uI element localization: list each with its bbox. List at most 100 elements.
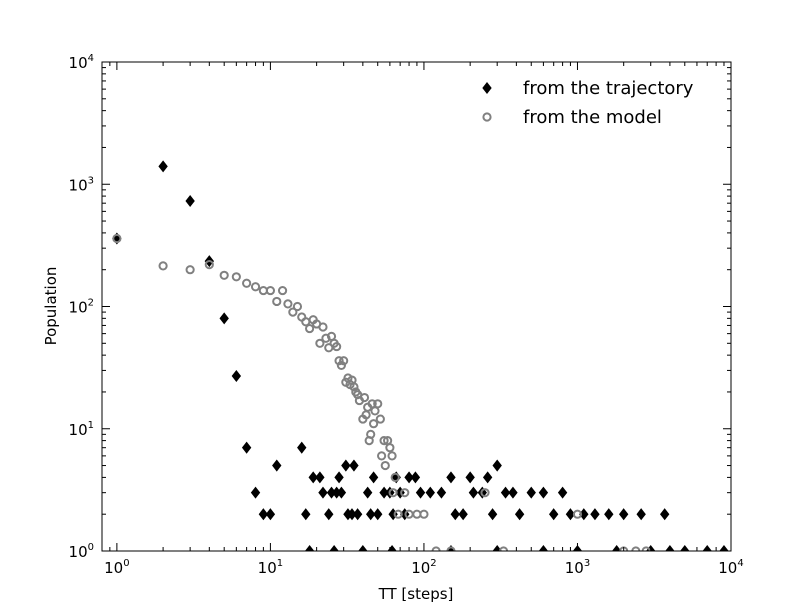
data-point [250, 486, 261, 499]
data-point [631, 546, 641, 551]
y-tick-label: 100 [69, 542, 94, 561]
data-point [508, 486, 518, 499]
data-point [492, 459, 502, 472]
data-point [250, 282, 261, 292]
data-point [288, 307, 298, 317]
y-tick-label: 102 [69, 298, 94, 317]
data-point [332, 341, 342, 352]
data-point [219, 312, 229, 325]
x-tick-label: 104 [718, 558, 743, 577]
series-2 [112, 233, 651, 551]
data-point [446, 546, 456, 551]
data-point [283, 299, 293, 309]
data-point [349, 459, 359, 472]
data-point [660, 508, 670, 521]
data-point [390, 472, 400, 482]
data-point [242, 278, 252, 288]
data-point [557, 486, 568, 499]
data-point [590, 508, 600, 521]
data-point [636, 508, 646, 521]
data-point [315, 471, 325, 484]
data-point [301, 508, 311, 521]
data-point [315, 338, 325, 348]
data-point [321, 333, 331, 343]
data-point [336, 486, 347, 499]
data-point [425, 486, 435, 499]
data-point [204, 260, 214, 270]
y-tick-label: 104 [69, 53, 94, 72]
x-axis-label: TT [steps] [378, 585, 454, 603]
data-point [377, 451, 387, 461]
x-tick-label: 103 [565, 558, 590, 577]
y-tick-label: 101 [69, 420, 94, 439]
data-point [231, 370, 242, 383]
data-point [385, 443, 395, 453]
data-point [458, 508, 468, 521]
series-1 [112, 160, 729, 551]
y-tick-labels: 100 101 102 103 104 [69, 53, 94, 561]
data-point [258, 508, 269, 521]
data-point [231, 272, 241, 282]
x-tick-labels: 100 101 102 103 104 [104, 558, 744, 577]
legend-marker [482, 81, 492, 95]
data-point [468, 486, 479, 499]
data-point [305, 323, 315, 334]
data-point [352, 508, 363, 521]
data-point [318, 486, 328, 499]
data-point [465, 471, 475, 484]
data-point [297, 441, 307, 454]
axis-ticks [101, 61, 732, 552]
data-point [339, 356, 349, 366]
data-point [487, 508, 498, 521]
legend-label: from the trajectory [523, 78, 694, 99]
data-point [362, 486, 373, 499]
legend-marker [482, 112, 492, 122]
data-point [334, 471, 344, 484]
data-point [387, 451, 397, 461]
data-point [368, 471, 379, 484]
data-point [158, 261, 168, 271]
data-point [277, 285, 288, 296]
data-point [436, 486, 447, 499]
data-point [373, 399, 383, 409]
data-point [641, 546, 651, 551]
data-point [324, 508, 334, 521]
legend-item: from the trajectory [482, 78, 694, 99]
data-point [308, 471, 318, 484]
data-point [480, 488, 490, 498]
data-point [380, 460, 390, 471]
data-points [112, 160, 729, 551]
data-point [618, 508, 629, 521]
data-point [538, 486, 549, 499]
data-point [304, 544, 315, 551]
data-point [482, 471, 493, 484]
data-point [272, 296, 282, 307]
data-point [272, 459, 282, 472]
y-axis-label: Population [42, 267, 60, 346]
data-point [366, 508, 376, 521]
data-point [366, 429, 376, 439]
data-point [400, 488, 410, 498]
data-point [185, 265, 195, 275]
data-point [446, 471, 456, 484]
data-point [185, 194, 195, 207]
plot-area [102, 62, 731, 551]
x-tick-label: 102 [411, 558, 436, 577]
data-point [158, 160, 168, 173]
data-point [241, 441, 252, 454]
data-point [219, 270, 229, 280]
data-point [292, 301, 303, 312]
data-point [334, 356, 344, 366]
data-point [514, 508, 525, 521]
data-point [500, 486, 511, 499]
data-point [336, 360, 347, 370]
data-point [375, 414, 385, 424]
data-point [572, 509, 583, 519]
data-point [318, 322, 328, 332]
legend-label: from the model [523, 107, 662, 128]
data-point [373, 508, 383, 521]
data-point [329, 544, 339, 551]
data-point [604, 508, 614, 521]
